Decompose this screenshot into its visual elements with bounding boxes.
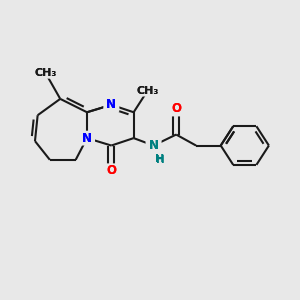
Text: N: N bbox=[106, 98, 116, 111]
Text: O: O bbox=[106, 164, 116, 177]
FancyBboxPatch shape bbox=[103, 98, 119, 112]
Text: CH₃: CH₃ bbox=[34, 68, 56, 78]
FancyBboxPatch shape bbox=[168, 102, 184, 116]
FancyBboxPatch shape bbox=[146, 138, 162, 153]
Text: H: H bbox=[156, 155, 164, 165]
Text: N: N bbox=[148, 139, 159, 152]
Text: CH₃: CH₃ bbox=[136, 85, 159, 96]
Text: N: N bbox=[106, 98, 116, 111]
Text: N: N bbox=[148, 139, 159, 152]
Text: CH₃: CH₃ bbox=[136, 85, 159, 96]
FancyBboxPatch shape bbox=[103, 164, 119, 178]
Text: N: N bbox=[82, 132, 92, 145]
Text: H: H bbox=[155, 154, 165, 164]
Text: N: N bbox=[82, 132, 92, 145]
Text: CH₃: CH₃ bbox=[34, 68, 56, 78]
FancyBboxPatch shape bbox=[135, 85, 160, 97]
Text: O: O bbox=[171, 103, 181, 116]
Text: O: O bbox=[106, 164, 116, 177]
Text: O: O bbox=[171, 103, 181, 116]
FancyBboxPatch shape bbox=[33, 67, 58, 79]
FancyBboxPatch shape bbox=[79, 131, 95, 146]
